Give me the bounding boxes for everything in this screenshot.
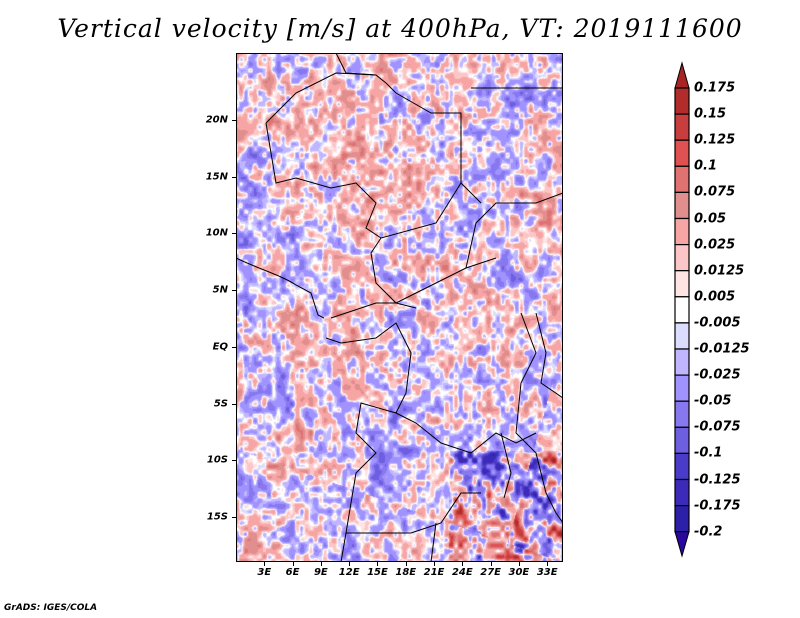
country-borders — [236, 53, 563, 562]
colorbar-box — [674, 478, 690, 507]
lon-tick — [320, 562, 322, 566]
lon-label: 3E — [257, 567, 272, 578]
lat-tick — [232, 517, 236, 519]
colorbar-label: 0.125 — [694, 132, 736, 148]
vertical-velocity-field — [236, 53, 563, 562]
colorbar-box — [674, 113, 690, 141]
border-line — [330, 302, 417, 319]
lat-tick — [232, 176, 236, 178]
colorbar-box — [674, 322, 690, 350]
border-line — [346, 492, 481, 534]
colorbar-box — [674, 165, 690, 194]
lat-tick — [232, 119, 236, 121]
lat-label: 5S — [213, 398, 228, 410]
lat-tick — [232, 233, 236, 235]
border-line — [395, 412, 537, 454]
lat-label: 15N — [205, 171, 228, 183]
colorbar-box — [674, 139, 690, 167]
lon-label: 6E — [285, 567, 300, 578]
colorbar-label: 0.15 — [694, 106, 727, 122]
colorbar-label: 0.1 — [694, 158, 718, 174]
colorbar-label: 0.005 — [694, 289, 736, 305]
lon-tick — [264, 562, 266, 566]
colorbar-box — [674, 87, 690, 115]
grads-credit: GrADS: IGES/COLA — [4, 603, 98, 613]
colorbar-label: 0.0125 — [694, 263, 745, 279]
lon-tick — [490, 562, 492, 566]
lat-tick — [232, 290, 236, 292]
lat-label: EQ — [212, 341, 228, 353]
lon-label: 24E — [451, 567, 473, 578]
colorbar-max-arrow — [674, 61, 690, 89]
map-frame — [236, 53, 563, 562]
border-line — [535, 312, 563, 399]
lat-label: 15S — [206, 511, 228, 523]
lon-label: 12E — [338, 567, 360, 578]
colorbar-box — [674, 452, 690, 481]
border-line — [515, 312, 563, 524]
border-line — [500, 432, 512, 499]
colorbar-box — [674, 400, 690, 428]
colorbar-box — [674, 505, 690, 533]
colorbar-box — [674, 191, 690, 220]
colorbar-box — [674, 270, 690, 298]
colorbar-label: 0.075 — [694, 184, 736, 200]
border-line — [370, 237, 497, 304]
colorbar-box — [674, 374, 690, 402]
lat-tick — [232, 403, 236, 405]
lat-tick — [232, 346, 236, 348]
lon-label: 15E — [367, 567, 388, 578]
colorbar-label: -0.1 — [694, 445, 723, 461]
lon-tick — [405, 562, 407, 566]
colorbar-label: -0.2 — [694, 524, 723, 540]
lon-tick — [292, 562, 294, 566]
lon-tick — [547, 562, 549, 566]
colorbar-min-arrow — [674, 531, 690, 558]
lat-label: 10S — [206, 454, 228, 466]
border-line — [430, 522, 437, 562]
lat-label: 10N — [205, 227, 228, 239]
lon-tick — [462, 562, 464, 566]
colorbar-box — [674, 296, 690, 324]
colorbar-box — [674, 217, 690, 246]
border-line — [265, 72, 377, 124]
border-line — [380, 182, 462, 239]
colorbar-label: -0.125 — [694, 472, 741, 487]
colorbar-label: -0.075 — [694, 419, 741, 435]
colorbar-box — [674, 348, 690, 376]
colorbar-box — [674, 426, 690, 454]
lon-tick — [518, 562, 520, 566]
lon-tick — [377, 562, 379, 566]
lon-label: 9E — [313, 567, 328, 578]
plot-title: Vertical velocity [m/s] at 400hPa, VT: 2… — [57, 14, 743, 43]
colorbar-label: 0.025 — [694, 237, 736, 253]
colorbar-label: -0.0125 — [694, 341, 750, 357]
colorbar-label: -0.005 — [694, 315, 741, 331]
colorbar-label: 0.175 — [694, 80, 736, 96]
colorbar-label: -0.025 — [694, 367, 741, 383]
border-line — [465, 192, 563, 269]
border-line — [236, 257, 325, 319]
border-line — [265, 122, 382, 239]
lat-label: 5N — [212, 284, 228, 296]
lon-label: 21E — [423, 567, 445, 578]
lon-label: 27E — [480, 567, 501, 578]
colorbar-box — [674, 244, 690, 272]
lat-label: 20N — [205, 114, 228, 126]
lat-tick — [232, 460, 236, 462]
lon-label: 30E — [508, 567, 530, 578]
lon-label: 18E — [395, 567, 417, 578]
colorbar-label: -0.05 — [694, 393, 732, 409]
lon-tick — [434, 562, 436, 566]
lon-label: 33E — [536, 567, 558, 578]
colorbar-label: 0.05 — [694, 211, 727, 226]
colorbar-label: -0.175 — [694, 498, 741, 514]
lon-tick — [349, 562, 351, 566]
